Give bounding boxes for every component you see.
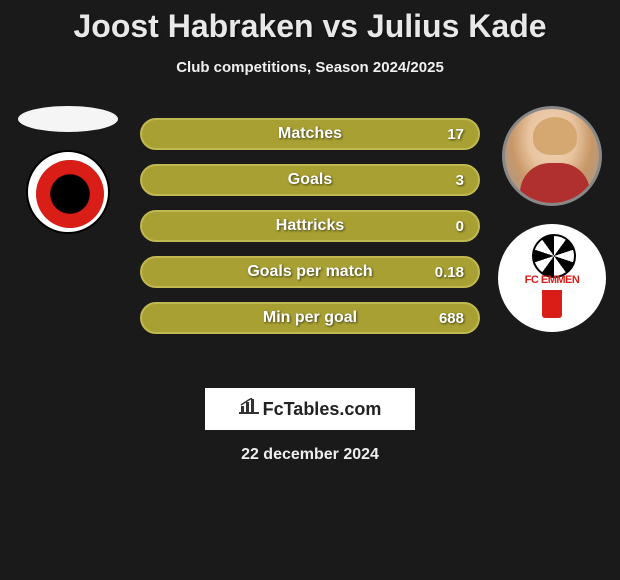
comparison-title: Joost Habraken vs Julius Kade xyxy=(0,0,620,45)
stat-bar: Goals per match 0.18 xyxy=(140,256,480,288)
stat-label: Goals per match xyxy=(247,263,372,281)
footer-date: 22 december 2024 xyxy=(0,446,620,464)
stat-right-value: 688 xyxy=(439,310,464,327)
stat-right-value: 0 xyxy=(456,218,464,235)
brand-text: FcTables.com xyxy=(263,399,382,420)
player-right-club-logo xyxy=(498,224,606,332)
stat-right-value: 3 xyxy=(456,172,464,189)
player-left-avatar xyxy=(18,106,118,132)
stat-label: Goals xyxy=(288,171,332,189)
stat-bar: Matches 17 xyxy=(140,118,480,150)
stat-label: Matches xyxy=(278,125,342,143)
stat-bar: Hattricks 0 xyxy=(140,210,480,242)
player-left-club-logo xyxy=(26,150,110,234)
chart-icon xyxy=(239,398,259,421)
stat-label: Hattricks xyxy=(276,217,344,235)
stat-bar: Goals 3 xyxy=(140,164,480,196)
comparison-content: Matches 17 Goals 3 Hattricks 0 Goals per match… xyxy=(0,106,620,366)
brand-badge: FcTables.com xyxy=(205,388,415,430)
club-right-shield-icon xyxy=(542,290,562,318)
left-player-column xyxy=(8,106,128,234)
stat-right-value: 0.18 xyxy=(435,264,464,281)
stat-right-value: 17 xyxy=(447,126,464,143)
stat-label: Min per goal xyxy=(263,309,357,327)
season-subtitle: Club competitions, Season 2024/2025 xyxy=(0,59,620,76)
stat-bars: Matches 17 Goals 3 Hattricks 0 Goals per match… xyxy=(140,118,480,334)
stat-bar: Min per goal 688 xyxy=(140,302,480,334)
player-right-avatar xyxy=(502,106,602,206)
right-player-column xyxy=(492,106,612,332)
